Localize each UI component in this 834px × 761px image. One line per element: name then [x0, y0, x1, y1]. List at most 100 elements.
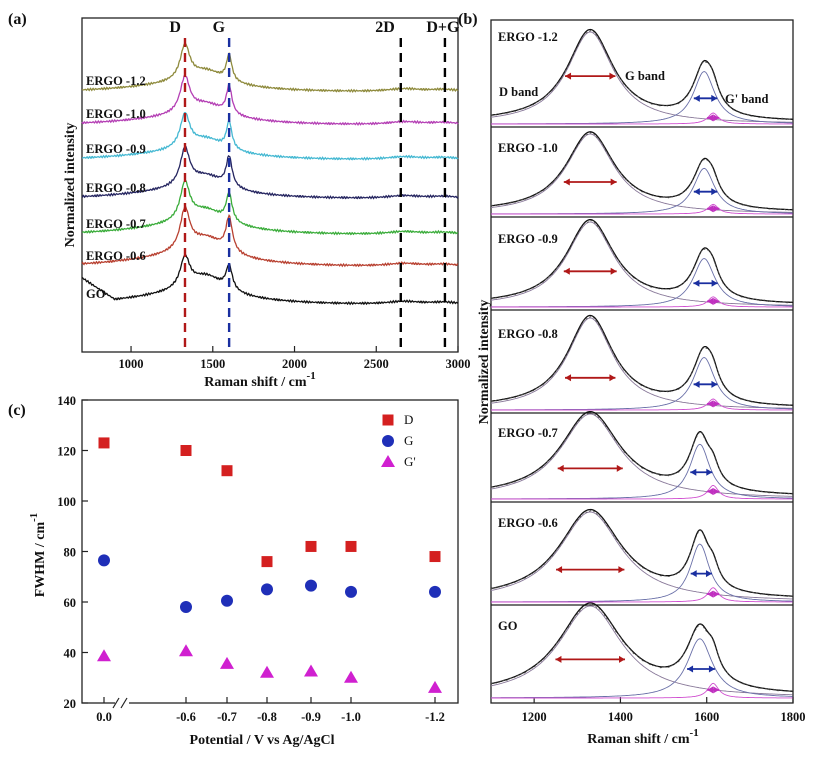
spectrum-line — [82, 112, 459, 161]
component-peak-line — [490, 317, 793, 409]
panel-c: (c) 20 40 60 80 100 120 140 0.0 -0.6 -0.7 -0.8 -0.9 -… — [8, 394, 459, 748]
fwhm-arrow-head — [693, 94, 700, 102]
component-peak-line — [491, 587, 793, 603]
peak-marker-label: 2D — [375, 19, 395, 36]
data-point-d — [345, 540, 357, 552]
data-point-g — [98, 554, 110, 567]
fitted-spectrum-line — [490, 410, 793, 495]
component-peak-line — [490, 511, 793, 600]
series-label: ERGO -0.7 — [86, 217, 146, 231]
component-peak-line — [491, 398, 793, 411]
spectrum-line — [81, 253, 459, 306]
legend-marker — [382, 435, 394, 447]
data-point-d — [261, 556, 273, 568]
fwhm-arrow-head — [557, 464, 564, 472]
subplot-label: ERGO -0.6 — [498, 516, 558, 530]
x-tick-label: 1200 — [522, 710, 547, 724]
fwhm-arrow-head — [693, 380, 700, 388]
x-tick-label: 1000 — [119, 357, 144, 371]
panel-b: (b) 1200 1400 1600 1800 Raman shift / cm-1 Nor… — [458, 11, 806, 747]
y-tick-label: 20 — [64, 697, 77, 711]
data-point-g — [345, 585, 357, 598]
x-tick-label: 2000 — [282, 357, 307, 371]
component-peak-line — [491, 357, 793, 411]
component-peak-line — [491, 485, 793, 500]
x-tick-label: 1800 — [781, 710, 806, 724]
fwhm-arrow-head — [707, 590, 714, 598]
y-tick-label: 80 — [64, 546, 77, 560]
fwhm-arrow-head — [713, 488, 720, 496]
data-point-g — [261, 583, 273, 596]
peak-marker-label: D — [169, 19, 181, 36]
fwhm-arrow-head — [713, 114, 720, 122]
fitted-spectrum-line — [490, 131, 793, 211]
data-point-d — [221, 465, 233, 477]
axis-break-mark — [112, 697, 120, 709]
subplot-label: ERGO -1.2 — [498, 30, 558, 44]
data-point-g — [305, 579, 317, 592]
y-axis-label: Normalized intensity — [477, 300, 492, 425]
data-point-gp — [179, 644, 193, 657]
data-point-d — [429, 551, 441, 563]
measured-spectrum-line — [490, 132, 793, 211]
peak-marker-label: G — [213, 19, 226, 36]
component-peak-line — [490, 605, 793, 696]
spectrum-line — [81, 204, 459, 268]
x-axis-label: Potential / V vs Ag/AgCl — [190, 733, 335, 748]
fwhm-arrow-head — [565, 374, 572, 382]
fwhm-arrow-head — [707, 686, 714, 694]
y-tick-label: 100 — [57, 495, 76, 509]
measured-spectrum-line — [490, 30, 793, 120]
x-tick-label: -0.6 — [176, 710, 196, 724]
x-tick-label: -0.9 — [301, 710, 321, 724]
y-tick-label: 140 — [57, 394, 76, 408]
series-label: ERGO -0.9 — [86, 142, 146, 156]
fwhm-arrow-head — [707, 297, 714, 305]
band-label: G' band — [725, 92, 768, 106]
legend-marker — [382, 414, 394, 426]
fitted-spectrum-line — [490, 218, 793, 304]
fwhm-arrow-head — [609, 374, 616, 382]
data-point-gp — [428, 680, 442, 693]
fwhm-arrow-head — [713, 400, 720, 408]
fwhm-arrow-head — [713, 590, 720, 598]
data-point-gp — [97, 649, 111, 662]
fwhm-arrow-head — [707, 114, 714, 122]
data-point-gp — [220, 656, 234, 669]
fwhm-arrow-head — [705, 570, 712, 578]
panel-label: (c) — [8, 402, 26, 419]
component-peak-line — [491, 543, 793, 603]
panel-a: (a) 1000 1500 2000 2500 3000 Raman shift / cm-… — [8, 11, 471, 390]
component-peak-line — [491, 638, 793, 699]
legend-marker — [381, 455, 395, 467]
fwhm-arrow-head — [711, 94, 718, 102]
x-axis-label-text: Raman shift / cm — [587, 732, 690, 747]
x-axis-label-sup: -1 — [307, 370, 316, 382]
fitted-spectrum-line — [490, 28, 793, 120]
data-point-g — [180, 601, 192, 614]
band-label: D band — [499, 85, 538, 99]
component-peak-line — [491, 296, 793, 308]
subplot-label: ERGO -1.0 — [498, 141, 558, 155]
fwhm-arrow-head — [713, 205, 720, 213]
x-tick-label: -1.2 — [425, 710, 445, 724]
axis-break-mark — [120, 697, 128, 709]
data-point-d — [180, 445, 192, 456]
y-axis-label-sup: -1 — [28, 513, 40, 522]
fwhm-arrow-head — [610, 267, 617, 275]
x-tick-label: -0.7 — [217, 710, 237, 724]
x-tick-label: 2500 — [364, 357, 389, 371]
component-peak-line — [491, 203, 793, 215]
y-tick-label: 120 — [57, 445, 76, 459]
measured-spectrum-line — [490, 316, 793, 407]
fwhm-arrow-head — [706, 468, 713, 476]
component-peak-line — [490, 31, 793, 123]
series-label: ERGO -0.6 — [86, 249, 146, 263]
legend-label: D — [404, 412, 413, 427]
plot-frame — [490, 19, 794, 704]
component-peak-line — [490, 221, 793, 306]
fwhm-arrow-head — [690, 570, 697, 578]
fitted-spectrum-line — [490, 508, 793, 597]
fwhm-arrow-head — [619, 655, 626, 663]
